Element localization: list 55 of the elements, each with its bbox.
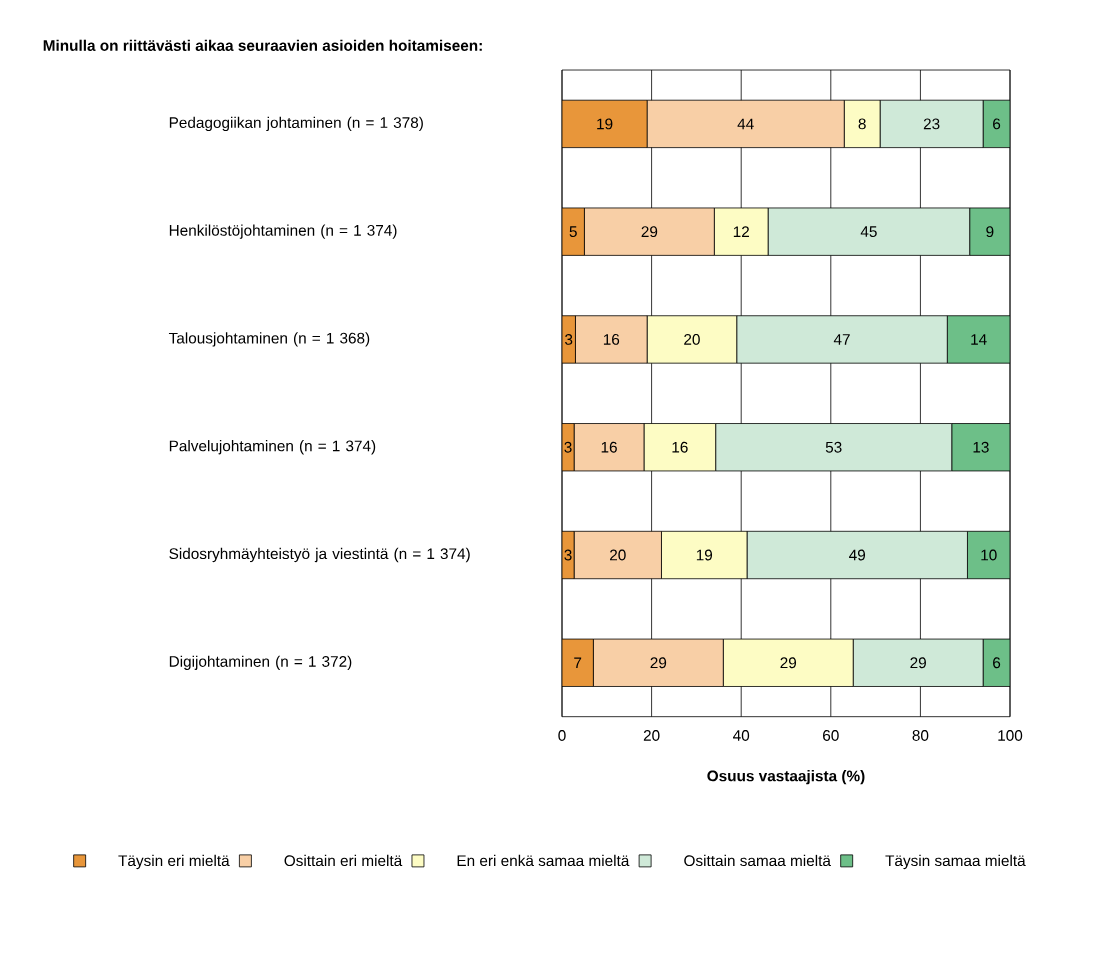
data-label: 16: [672, 441, 688, 453]
data-label: 8: [858, 118, 866, 130]
bar: [969, 207, 1011, 256]
x-tick-label: 20: [643, 730, 660, 741]
y-tick-label: Digijohtaminen (n = 1 372): [169, 655, 352, 670]
data-label: 20: [684, 334, 700, 345]
data-label: 29: [650, 657, 667, 669]
y-tick-label: Pedagogiikan johtaminen (n = 1 378): [169, 116, 423, 132]
legend-label: Täysin samaa mieltä: [885, 854, 1026, 870]
data-label: 53: [825, 441, 842, 453]
data-label: 7: [574, 657, 582, 669]
data-label: 29: [780, 657, 797, 669]
data-label: 23: [923, 118, 940, 130]
data-label: 20: [610, 549, 626, 561]
data-label: 5: [569, 226, 577, 238]
bar: [562, 638, 594, 687]
legend-label: Täysin eri mieltä: [118, 854, 230, 870]
data-label: 16: [603, 334, 620, 345]
x-tick-label: 80: [912, 730, 929, 741]
y-tick-label: Palvelujohtaminen (n = 1 374): [169, 440, 376, 455]
y-tick-label: Sidosryhmäyhteistyö ja viestintä (n = 1 374): [169, 547, 470, 563]
data-label: 13: [973, 441, 989, 453]
data-label: 19: [597, 118, 613, 130]
y-tick-label: Talousjohtaminen (n = 1 368): [168, 332, 370, 347]
data-label: 16: [601, 441, 617, 453]
bar: [967, 530, 1011, 580]
legend-label: En eri enkä samaa mieltä: [457, 854, 630, 867]
data-label: 49: [849, 549, 866, 561]
data-label: 3: [564, 549, 572, 561]
legend-label: Osittain samaa mieltä: [684, 854, 831, 867]
data-label: 14: [971, 334, 987, 345]
legend-label: Osittain eri mieltä: [284, 854, 403, 867]
data-label: 45: [860, 226, 877, 238]
bar: [951, 423, 1011, 472]
data-label: 29: [910, 657, 926, 669]
data-label: 12: [733, 226, 749, 238]
data-label: 44: [737, 118, 754, 130]
data-label: 3: [565, 334, 573, 345]
x-tick-label: 100: [998, 730, 1023, 741]
text: Minulla on riittävästi aikaa seuraavien asioiden hoitamiseen:: [43, 39, 482, 51]
x-tick-label: 40: [733, 730, 750, 741]
data-label: 47: [833, 334, 850, 345]
data-label: 6: [993, 118, 1001, 130]
data-label: 6: [993, 657, 1001, 669]
y-tick-label: Henkilöstöjohtaminen (n = 1 374): [169, 224, 397, 239]
data-label: 19: [696, 549, 713, 561]
x-tick-label: 0: [558, 730, 566, 741]
x-axis-title: Osuus vastaajista (%): [707, 770, 865, 785]
data-label: 3: [564, 441, 572, 453]
bar: [946, 315, 1011, 364]
data-label: 9: [986, 226, 994, 238]
x-tick-label: 60: [823, 730, 839, 741]
data-label: 29: [641, 226, 658, 238]
data-label: 10: [981, 549, 997, 561]
bar: [562, 99, 648, 149]
